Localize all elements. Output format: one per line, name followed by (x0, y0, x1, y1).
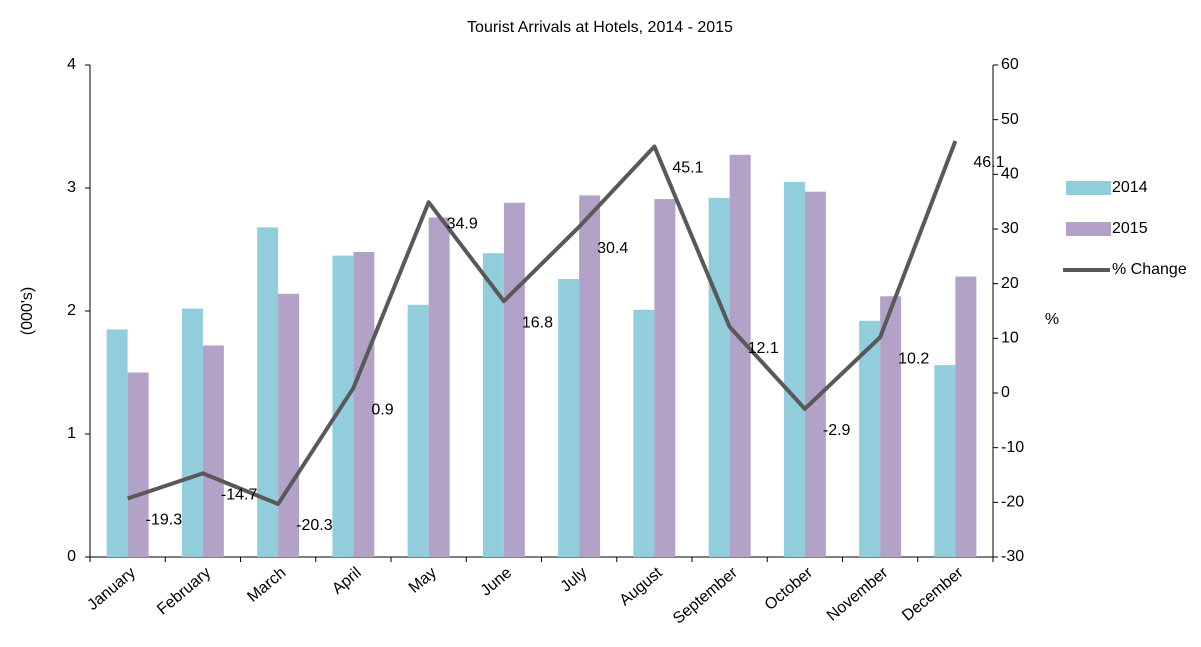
bar (257, 227, 279, 558)
bar (558, 279, 580, 557)
y2-tick-label: -10 (1001, 439, 1024, 456)
bar (633, 309, 655, 557)
data-label: 0.9 (371, 401, 393, 418)
bar (880, 296, 902, 557)
bar (482, 253, 504, 557)
x-tick-label: January (84, 564, 139, 614)
data-label: 30.4 (597, 240, 628, 257)
x-tick-label: May (406, 564, 440, 596)
y2-tick-label: 10 (1001, 330, 1019, 347)
data-label: 10.2 (898, 350, 929, 367)
bar (106, 329, 128, 557)
data-label: 16.8 (522, 314, 553, 331)
y2-tick-label: 60 (1001, 56, 1019, 73)
bar (579, 195, 601, 557)
x-tick-label: September (670, 564, 741, 628)
x-tick-label: August (617, 564, 667, 609)
bar (503, 202, 525, 557)
data-label: -19.3 (146, 512, 183, 529)
data-label: 46.1 (973, 154, 1004, 171)
y2-tick-label: 30 (1001, 220, 1019, 237)
x-tick-label: October (762, 564, 817, 614)
bar (428, 217, 450, 557)
y-tick-label: 3 (67, 179, 76, 196)
bar (202, 345, 224, 557)
x-tick-label: July (558, 564, 591, 595)
line-series (126, 140, 958, 506)
data-label: -20.3 (296, 517, 333, 534)
data-label: -2.9 (823, 422, 851, 439)
data-label: -14.7 (221, 487, 258, 504)
y-tick-label: 2 (67, 302, 76, 319)
y2-tick-label: 50 (1001, 111, 1019, 128)
data-label: 45.1 (672, 160, 703, 177)
y-axis-label: (000's) (19, 287, 36, 335)
bar (783, 181, 805, 557)
x-tick-label: December (899, 564, 967, 625)
bar (181, 308, 203, 557)
bar (278, 293, 300, 557)
data-label: 34.9 (447, 215, 478, 232)
bar (127, 372, 149, 557)
bar (708, 197, 730, 557)
bar (955, 276, 977, 557)
data-label: 12.1 (748, 340, 779, 357)
legend-swatch (1066, 181, 1111, 195)
y2-tick-label: -30 (1001, 548, 1024, 565)
x-tick-label: November (824, 564, 892, 625)
bar (859, 320, 881, 557)
bar (804, 191, 826, 557)
bar (353, 251, 375, 557)
y2-tick-label: 40 (1001, 166, 1019, 183)
x-tick-label: June (478, 564, 516, 599)
bar (934, 365, 956, 557)
y-tick-label: 4 (67, 56, 76, 73)
bar (407, 304, 429, 557)
chart-title: Tourist Arrivals at Hotels, 2014 - 2015 (467, 19, 733, 36)
x-tick-label: March (244, 564, 289, 606)
legend-label: % Change (1112, 261, 1187, 278)
x-tick-label: April (329, 564, 364, 598)
y2-axis-label: % (1045, 311, 1059, 328)
bar (654, 199, 676, 557)
y2-tick-label: 0 (1001, 384, 1010, 401)
y-tick-label: 0 (67, 548, 76, 565)
x-tick-label: February (154, 564, 214, 618)
bar (729, 154, 751, 558)
y-tick-label: 1 (67, 425, 76, 442)
legend-label: 2014 (1112, 179, 1148, 196)
legend-label: 2015 (1112, 220, 1148, 237)
y2-tick-label: 20 (1001, 275, 1019, 292)
legend-swatch (1066, 222, 1111, 236)
y2-tick-label: -20 (1001, 494, 1024, 511)
